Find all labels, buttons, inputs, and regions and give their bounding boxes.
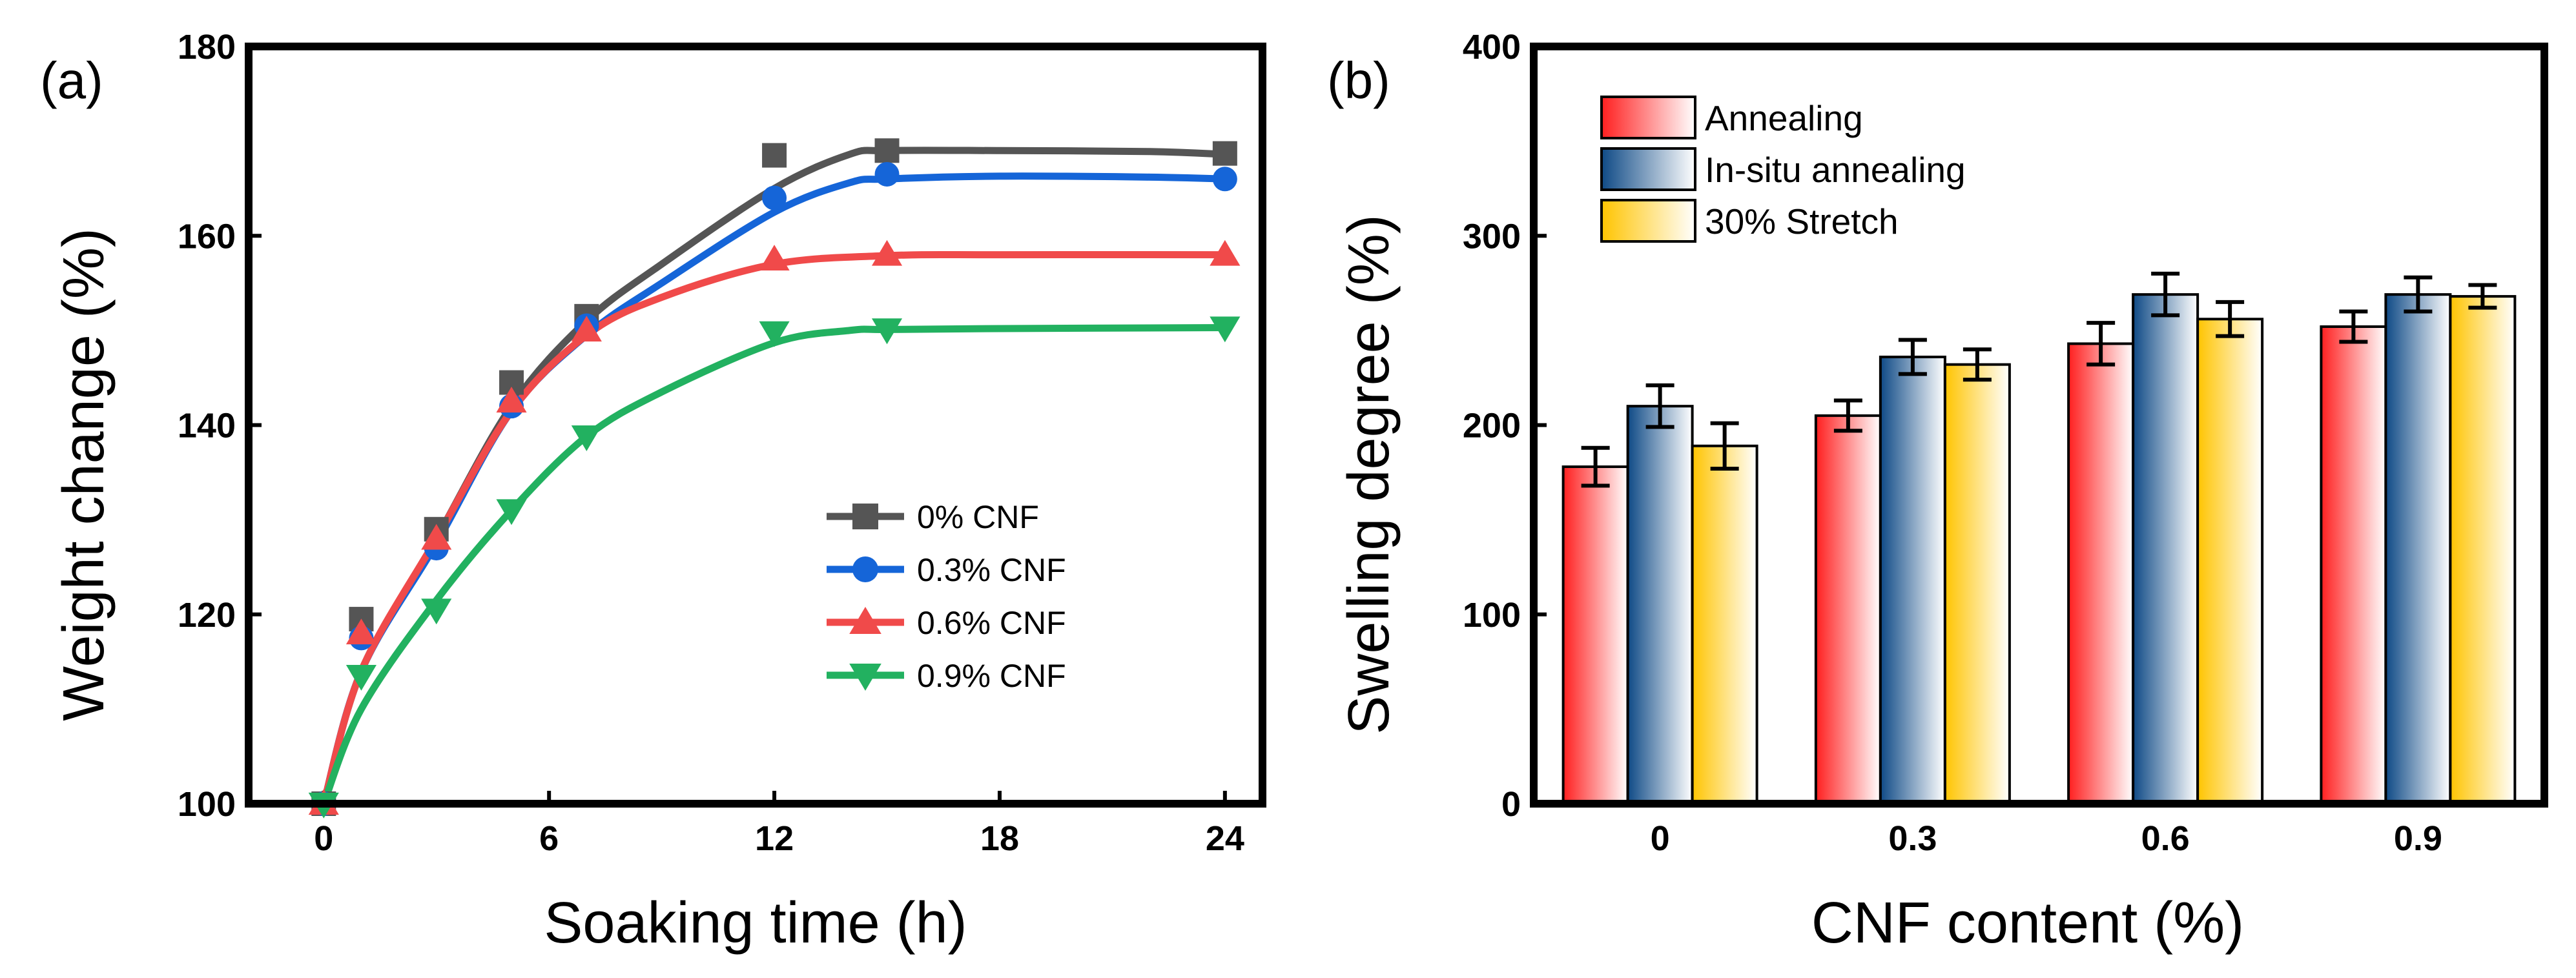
square-marker: [874, 138, 900, 163]
triangle-up-marker: [759, 245, 790, 271]
panel-b-label: (b): [1327, 52, 1390, 109]
square-marker: [1212, 141, 1237, 166]
bar: [1814, 414, 1882, 805]
y-tick-label: 100: [1463, 596, 1521, 635]
legend-label: 0.3% CNF: [917, 552, 1066, 588]
legend-swatch: [1600, 96, 1696, 139]
x-tick-label: 12: [755, 819, 794, 858]
triangle-down-marker: [759, 321, 790, 347]
triangle-down-marker: [496, 499, 527, 525]
y-tick-label: 180: [178, 28, 236, 66]
legend-label: 30% Stretch: [1705, 201, 1899, 241]
y-tick-label: 100: [178, 785, 236, 824]
triangle-down-marker: [849, 664, 881, 691]
panel-a-weight-change-chart: (a) Soaking time (h) Weight change (%) 0…: [40, 28, 1266, 955]
bar: [2384, 293, 2452, 806]
triangle-up-marker: [1210, 239, 1241, 266]
x-tick-label: 0: [1651, 819, 1670, 858]
triangle-down-marker: [345, 664, 377, 691]
square-marker: [852, 504, 878, 529]
triangle-up-marker: [849, 607, 881, 634]
y-tick-label: 120: [178, 596, 236, 635]
panel-b-swelling-degree-chart: (b) CNF content (%) Swelling degree (%) …: [1327, 28, 2548, 955]
bar: [1943, 363, 2011, 805]
x-tick-label: 18: [980, 819, 1019, 858]
y-tick-label: 400: [1463, 28, 1521, 66]
legend-label: 0% CNF: [917, 499, 1039, 535]
bar: [1561, 465, 1629, 805]
legend-swatch: [1600, 199, 1696, 243]
x-tick-label: 24: [1206, 819, 1244, 858]
series-line-3: [320, 323, 1229, 808]
legend-label: 0.6% CNF: [917, 605, 1066, 641]
x-tick-label: 0: [314, 819, 333, 858]
bar: [2132, 293, 2200, 806]
circle-marker: [1212, 167, 1237, 192]
legend-label: In-situ annealing: [1705, 150, 1966, 190]
circle-marker: [762, 185, 787, 210]
x-tick-label: 0.3: [1888, 819, 1937, 858]
triangle-down-marker: [1210, 316, 1241, 343]
bars: [1561, 293, 2517, 806]
series-markers: [308, 138, 1241, 819]
plot-frame: [245, 43, 1266, 808]
axis-ticks: 0 6 12 18 24 100 120 140 160 180: [178, 28, 1244, 858]
triangle-up-marker: [871, 239, 903, 266]
triangle-down-marker: [571, 425, 602, 451]
legend-swatch: [1600, 147, 1696, 191]
triangle-up-marker: [571, 316, 602, 341]
y-tick-label: 160: [178, 217, 236, 256]
square-marker: [762, 143, 787, 168]
bar: [2449, 295, 2517, 805]
bar: [2320, 325, 2387, 805]
axis-ticks: 0 100 200 300 400 0 0.3 0.6 0.9: [1463, 28, 2442, 858]
bar: [2196, 318, 2264, 805]
triangle-down-marker: [871, 318, 903, 345]
legend: 0% CNF 0.3% CNF 0.6% CNF 0.9% CNF: [827, 499, 1066, 694]
legend-label: Annealing: [1705, 98, 1863, 138]
x-tick-label: 6: [539, 819, 559, 858]
triangle-up-marker: [345, 618, 377, 645]
plot-frame: [1530, 43, 2548, 808]
triangle-up-marker: [496, 387, 527, 413]
y-tick-label: 200: [1463, 407, 1521, 445]
circle-marker: [874, 161, 900, 187]
bar: [1626, 405, 1694, 805]
panel-a-label: (a): [40, 52, 103, 109]
legend: Annealing In-situ annealing 30% Stretch: [1600, 96, 1966, 243]
y-tick-label: 300: [1463, 217, 1521, 256]
triangle-up-marker: [421, 524, 452, 550]
y-tick-label: 140: [178, 407, 236, 445]
x-tick-label: 0.6: [2141, 819, 2190, 858]
bar: [2067, 342, 2135, 805]
x-axis-title: CNF content (%): [1811, 891, 2244, 955]
legend-label: 0.9% CNF: [917, 658, 1066, 694]
series-line-2: [320, 250, 1229, 808]
x-tick-label: 0.9: [2394, 819, 2442, 858]
y-axis-title: Swelling degree (%): [1337, 214, 1401, 734]
triangle-down-marker: [421, 598, 452, 625]
circle-marker: [852, 556, 878, 582]
y-axis-title: Weight change (%): [52, 228, 116, 721]
x-axis-title: Soaking time (h): [544, 891, 967, 955]
error-bars: [1581, 271, 2497, 488]
bar: [1691, 444, 1758, 805]
series-lines: [320, 147, 1229, 808]
y-tick-label: 0: [1501, 785, 1521, 824]
bar: [1879, 355, 1946, 805]
